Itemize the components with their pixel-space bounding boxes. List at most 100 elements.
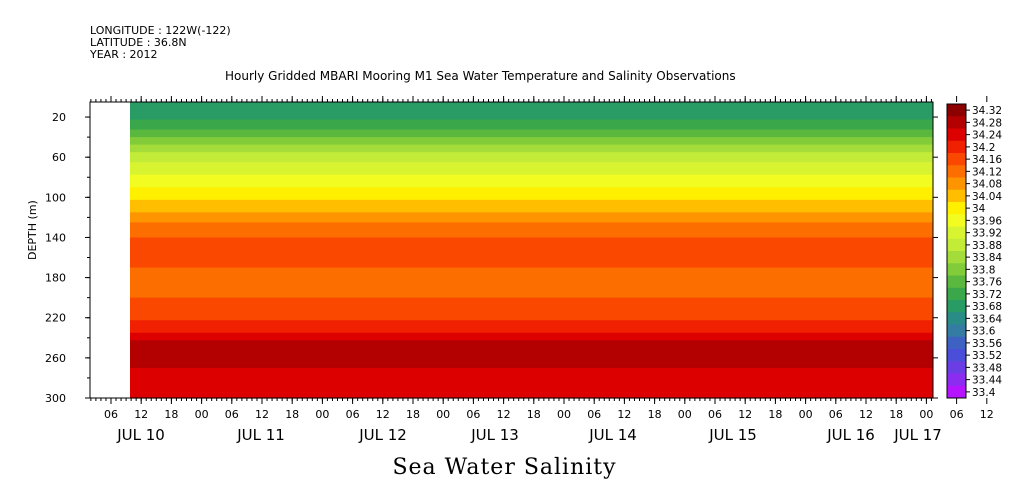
heatmap-band (130, 169, 933, 173)
heatmap-band (130, 129, 933, 133)
x-hour-label: 18 (768, 408, 782, 421)
heatmap-band (130, 189, 933, 193)
heatmap-band (130, 277, 933, 281)
heatmap-band (130, 290, 933, 294)
heatmap-band (130, 164, 933, 168)
x-hour-label: 12 (134, 408, 148, 421)
heatmap-band (130, 300, 933, 304)
colorbar-cell (947, 177, 966, 191)
colorbar-label: 33.92 (972, 228, 1002, 240)
heatmap-band (130, 212, 933, 216)
colorbar-frame (946, 103, 967, 399)
heatmap-band (130, 152, 933, 156)
colorbar-label: 33.84 (972, 252, 1002, 264)
colorbar-cell (947, 189, 966, 203)
heatmap-band (130, 297, 933, 301)
colorbar-cell (947, 116, 966, 129)
x-hour-label: 06 (466, 408, 480, 421)
heatmap-band (130, 394, 933, 397)
x-hour-label: 12 (738, 408, 752, 421)
heatmap-band (130, 242, 933, 246)
heatmap-band (130, 237, 933, 241)
heatmap-band (130, 112, 933, 116)
heatmap-band (130, 229, 933, 234)
x-hour-label: 12 (497, 408, 511, 421)
heatmap-band (130, 184, 933, 188)
colorbar-cell (947, 165, 966, 178)
heatmap-band (130, 257, 933, 261)
x-hour-label: 18 (648, 408, 662, 421)
x-hour-label: 06 (829, 408, 843, 421)
x-hour-label: 12 (859, 408, 873, 421)
longitude-label: LONGITUDE : 122W(-122) (90, 24, 231, 37)
x-day-label: JUL 12 (358, 426, 407, 444)
heatmap-band (130, 122, 933, 126)
x-hour-label: 18 (285, 408, 299, 421)
heatmap-band (130, 137, 933, 141)
heatmap-band (130, 250, 933, 254)
heatmap-band (130, 367, 933, 372)
x-day-label: JUL 16 (826, 426, 875, 444)
colorbar-label: 33.88 (972, 240, 1002, 252)
x-hour-label: 06 (708, 408, 722, 421)
heatmap-band (130, 357, 933, 361)
heatmap-band (130, 330, 933, 334)
colorbar-cell (947, 361, 966, 374)
y-tick-label: 260 (45, 352, 66, 365)
colorbar-label: 33.52 (972, 350, 1002, 362)
colorbar-label: 33.8 (972, 264, 995, 276)
heatmap-band (130, 322, 933, 326)
x-hour-label: 12 (376, 408, 390, 421)
heatmap-band (130, 320, 933, 324)
colorbar-label: 33.48 (972, 362, 1002, 374)
heatmap-band (130, 342, 933, 346)
heatmap-band (130, 382, 933, 387)
heatmap-band (130, 375, 933, 379)
x-hour-label: 18 (406, 408, 420, 421)
heatmap-band (130, 187, 933, 191)
heatmap-band (130, 194, 933, 198)
heatmap-band (130, 377, 933, 382)
heatmap-band (130, 345, 933, 349)
colorbar-label: 34.24 (972, 130, 1002, 142)
colorbar-label: 33.4 (972, 387, 996, 399)
colorbar-cell (947, 300, 966, 313)
colorbar-label: 33.72 (972, 289, 1002, 301)
x-hour-label: 06 (225, 408, 239, 421)
heatmap-field (130, 102, 933, 399)
x-hour-label: 00 (315, 408, 329, 421)
colorbar-label: 34 (972, 203, 986, 215)
heatmap-band (130, 182, 933, 186)
colorbar-cell (947, 226, 966, 240)
colorbar-label: 33.44 (972, 375, 1002, 387)
heatmap-band (130, 244, 933, 249)
colorbar-label: 34.16 (972, 154, 1002, 166)
colorbar-cell (947, 336, 966, 350)
heatmap-band (130, 157, 933, 161)
heatmap-band (130, 214, 933, 218)
colorbar-label: 34.28 (972, 117, 1002, 129)
colorbar-cell (947, 128, 966, 142)
heatmap-band (130, 335, 933, 339)
heatmap-band (130, 340, 933, 344)
heatmap-band (130, 270, 933, 274)
heatmap-band (130, 107, 933, 111)
colorbar-label: 34.32 (972, 105, 1002, 117)
colorbar-label: 33.68 (972, 301, 1002, 313)
heatmap-band (130, 267, 933, 271)
heatmap-band (130, 315, 933, 319)
heatmap-band (130, 332, 933, 336)
heatmap-band (130, 247, 933, 251)
heatmap-band (130, 142, 933, 146)
x-hour-label: 12 (255, 408, 269, 421)
heatmap-band (130, 119, 933, 123)
heatmap-band (130, 172, 933, 176)
heatmap-band (130, 317, 933, 321)
colorbar-cell (947, 385, 966, 399)
colorbar-cell (947, 104, 966, 117)
heatmap-band (130, 124, 933, 128)
colorbar-cell (947, 324, 966, 338)
heatmap-band (130, 192, 933, 196)
heatmap-band (130, 217, 933, 221)
